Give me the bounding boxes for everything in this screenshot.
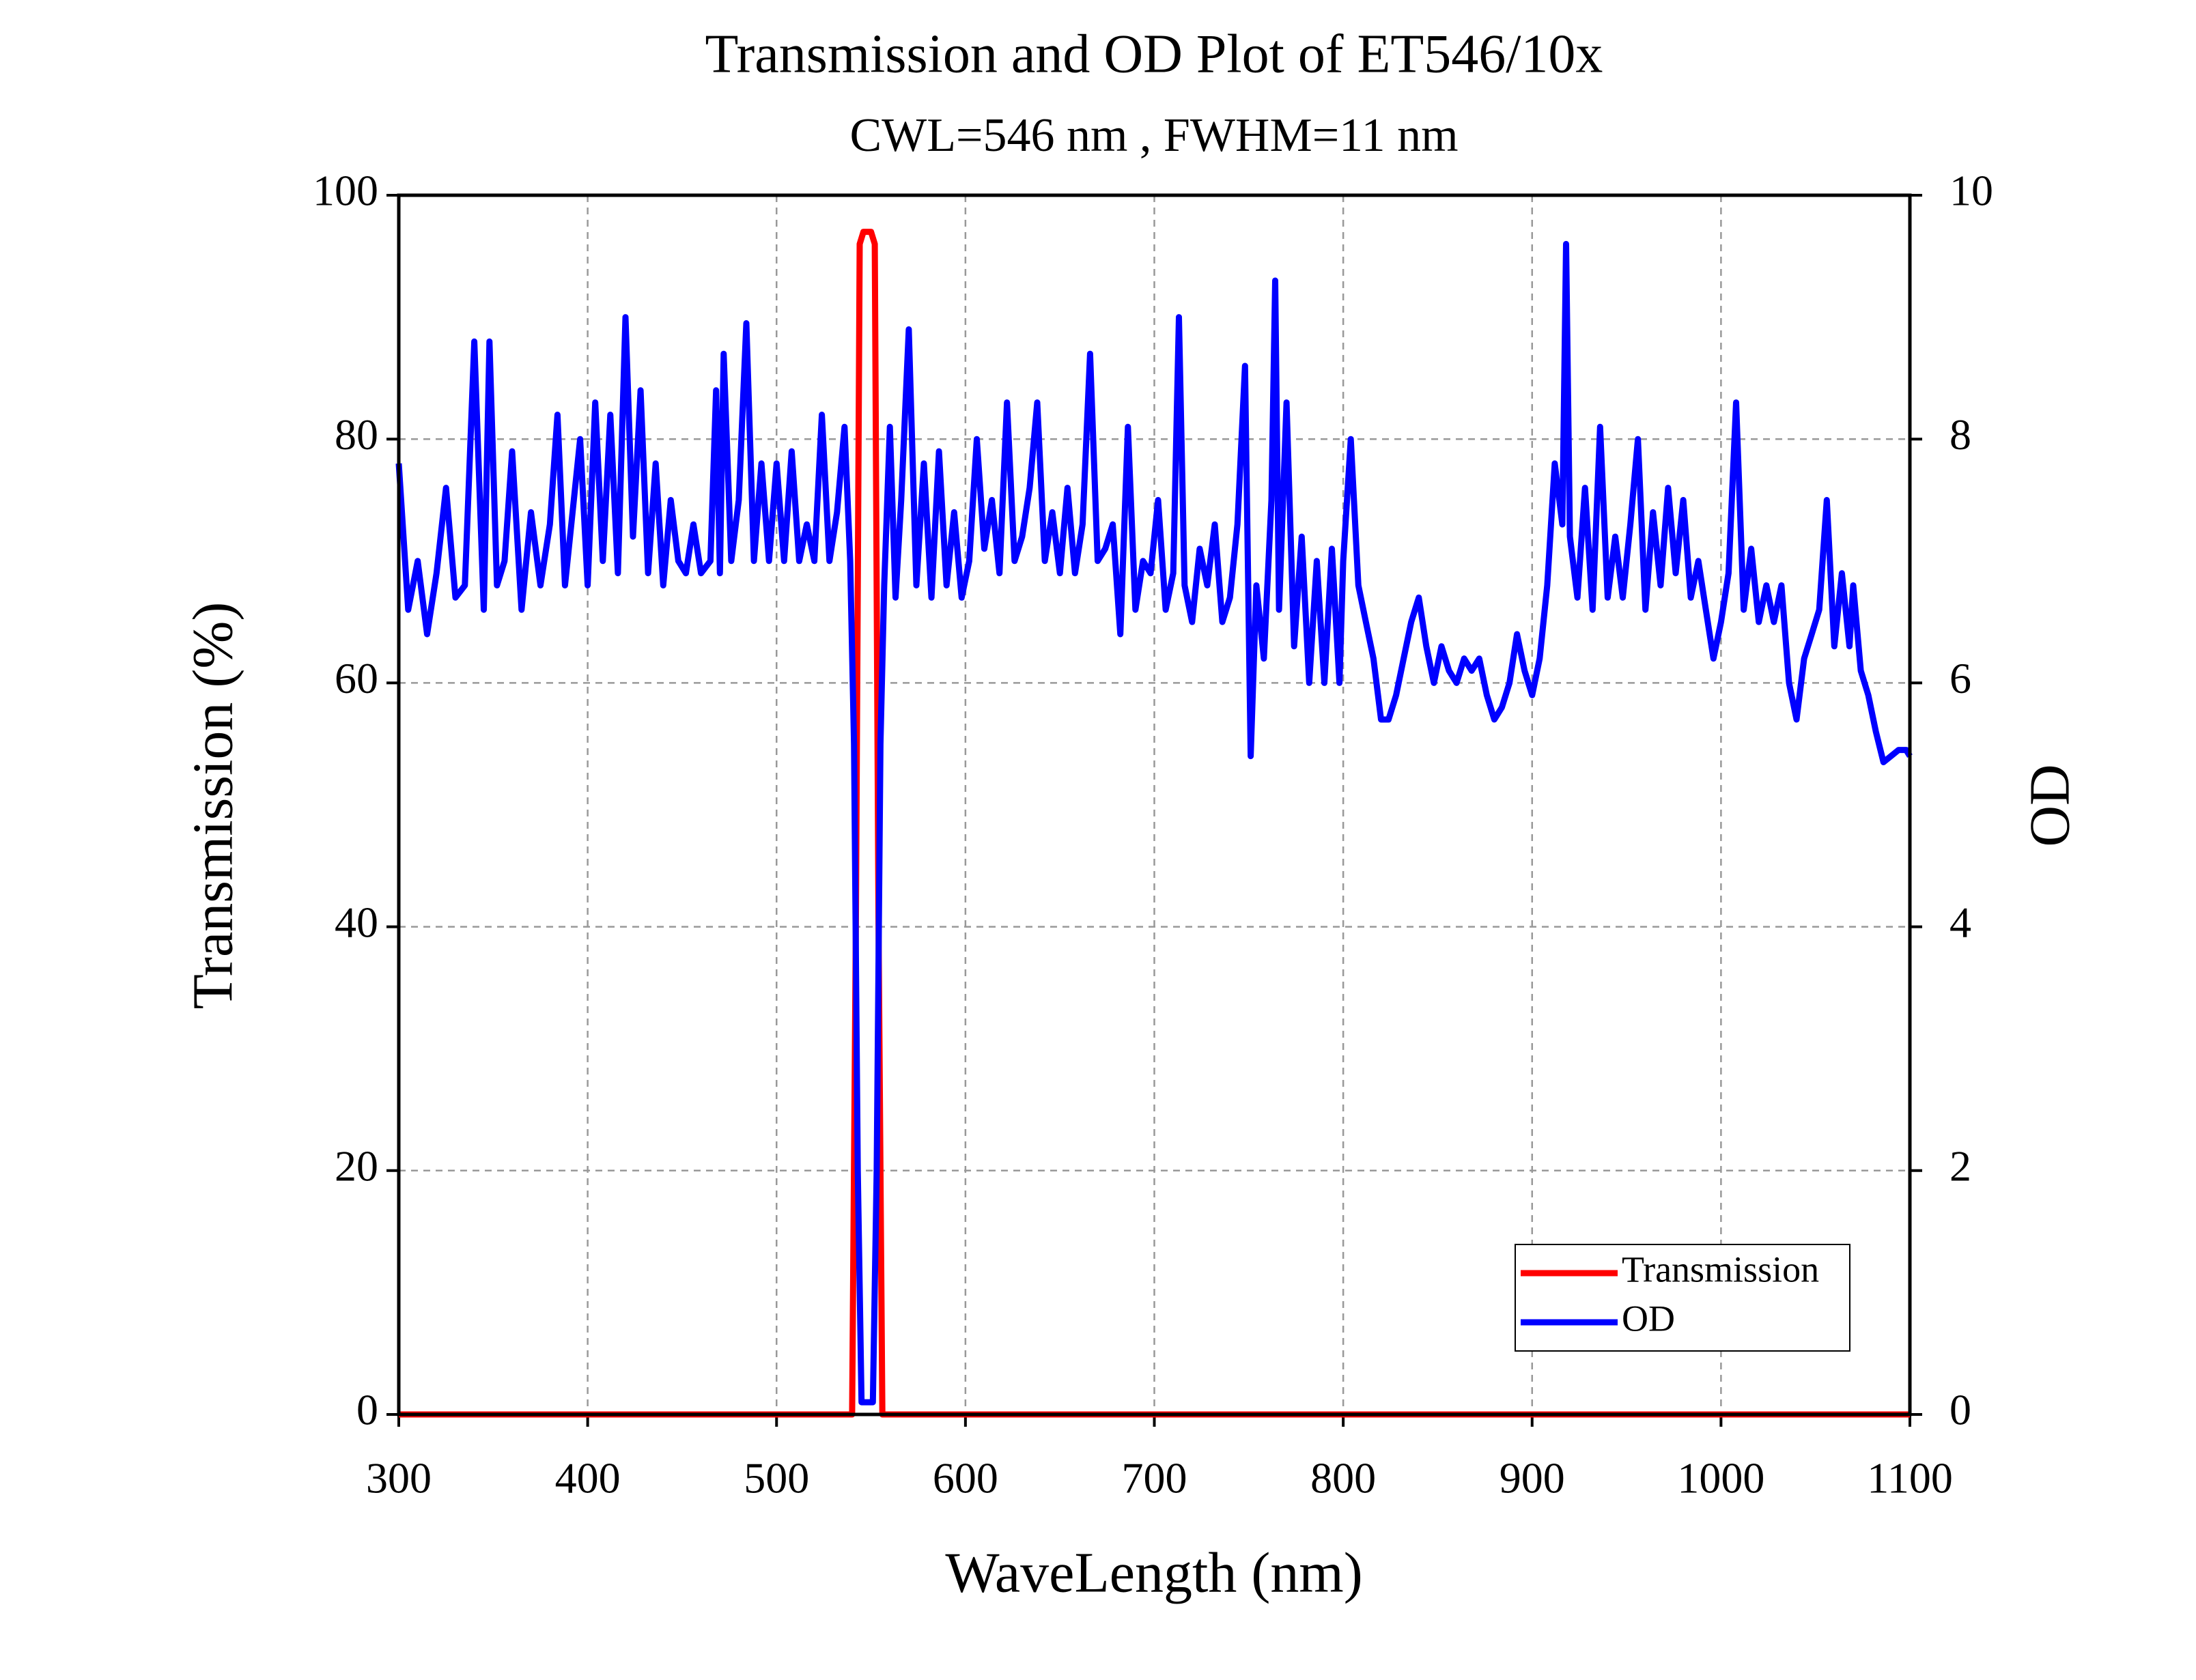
plot-frame	[397, 193, 1912, 1416]
x-axis-label: WaveLength (nm)	[945, 1541, 1362, 1604]
y-tick-label: 100	[313, 167, 378, 215]
x-tick-label: 900	[1500, 1454, 1565, 1503]
legend-label: OD	[1622, 1298, 1675, 1339]
y2-tick-label: 2	[1949, 1141, 1971, 1190]
y-tick-label: 80	[335, 410, 378, 459]
chart-title: Transmission and OD Plot of ET546/10x	[705, 24, 1603, 84]
x-tick-label: 500	[744, 1454, 809, 1503]
x-tick-label: 1000	[1677, 1454, 1764, 1503]
x-tick-label: 600	[933, 1454, 998, 1503]
y2-tick-label: 8	[1949, 410, 1971, 459]
y-tick-label: 20	[335, 1141, 378, 1190]
y-axis-label: Transmission (%)	[181, 602, 244, 1010]
y2-tick-label: 4	[1949, 898, 1971, 946]
x-tick-label: 1100	[1867, 1454, 1953, 1503]
y-tick-label: 0	[356, 1386, 378, 1434]
y-tick-label: 60	[335, 654, 378, 702]
x-tick-label: 300	[366, 1454, 432, 1503]
y2-tick-label: 6	[1949, 654, 1971, 702]
x-tick-label: 700	[1122, 1454, 1187, 1503]
x-tick-label: 800	[1310, 1454, 1376, 1503]
data-line	[395, 240, 1913, 1406]
y-tick-label: 40	[335, 898, 378, 946]
y2-tick-label: 10	[1949, 167, 1993, 215]
legend-label: Transmission	[1622, 1249, 1819, 1290]
y2-axis-label: OD	[2018, 764, 2081, 846]
chart-subtitle: CWL=546 nm , FWHM=11 nm	[849, 109, 1458, 162]
x-tick-label: 400	[555, 1454, 621, 1503]
y2-tick-label: 0	[1949, 1386, 1971, 1434]
legend-box	[1515, 1244, 1850, 1352]
